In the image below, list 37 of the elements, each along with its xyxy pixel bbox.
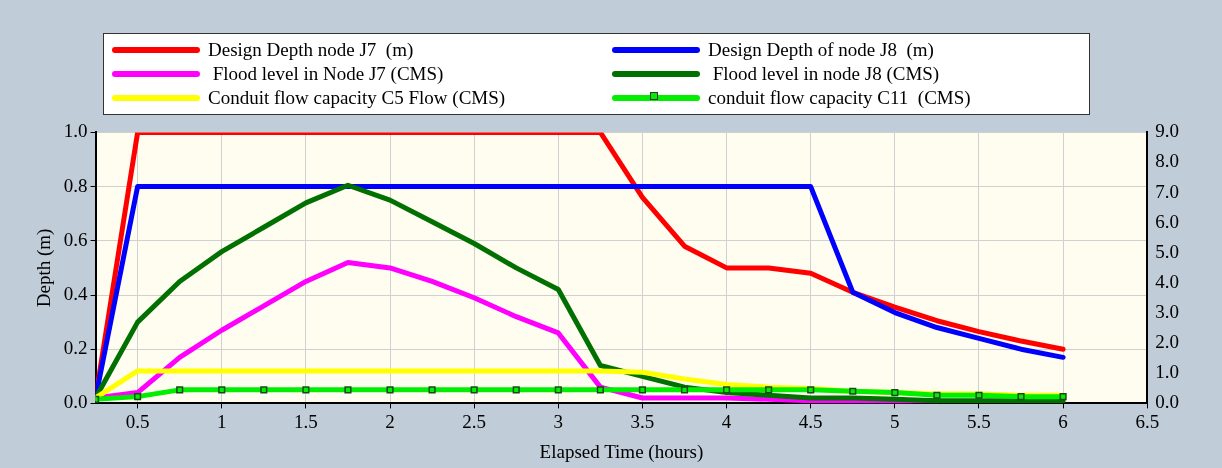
y2-tick-label: 8.0 bbox=[1155, 150, 1179, 172]
y2-tick-label: 3.0 bbox=[1155, 301, 1179, 323]
legend-label: Conduit flow capacity C5 Flow (CMS) bbox=[208, 87, 506, 109]
y2-tick-label: 9.0 bbox=[1155, 120, 1179, 142]
y-tick-label: 0.0 bbox=[63, 391, 88, 413]
x-tick-label: 1.5 bbox=[294, 410, 318, 432]
y2-tick-label: 7.0 bbox=[1155, 180, 1179, 202]
x-tick-label: 0.5 bbox=[125, 410, 150, 432]
y2-tick-label: 6.0 bbox=[1155, 210, 1179, 232]
legend-label: Flood level in Node J7 (CMS) bbox=[211, 63, 444, 85]
x-tick-label: 3.5 bbox=[630, 410, 655, 432]
legend-label: conduit flow capacity C11 (CMS) bbox=[708, 87, 971, 109]
y-tick-label: 1.0 bbox=[63, 120, 88, 142]
y-tick-label: 0.2 bbox=[63, 337, 88, 359]
y-tick-label: 0.4 bbox=[63, 282, 89, 304]
x-tick-label: 6 bbox=[1058, 410, 1068, 432]
legend-label: Design Depth node J7 (m) bbox=[208, 39, 414, 61]
y-axis-title: Depth (m) bbox=[33, 228, 56, 308]
x-tick-label: 4.5 bbox=[798, 410, 823, 432]
x-tick-label: 2 bbox=[385, 410, 395, 432]
x-tick-label: 4 bbox=[721, 410, 732, 432]
y2-tick-label: 0.0 bbox=[1155, 391, 1179, 413]
x-tick-label: 6.5 bbox=[1135, 410, 1160, 432]
x-tick-label: 2.5 bbox=[462, 410, 487, 432]
y2-tick-label: 1.0 bbox=[1155, 361, 1179, 383]
y2-tick-label: 4.0 bbox=[1155, 270, 1179, 292]
y-tick-label: 0.6 bbox=[63, 228, 88, 250]
x-tick-label: 5.5 bbox=[967, 410, 991, 432]
y-tick-label: 0.8 bbox=[63, 174, 88, 196]
legend-label: Design Depth of node J8 (m) bbox=[708, 39, 934, 61]
x-tick-label: 3 bbox=[553, 410, 564, 432]
x-tick-label: 5 bbox=[890, 410, 900, 432]
x-axis-title: Elapsed Time (hours) bbox=[539, 440, 704, 463]
y2-tick-label: 5.0 bbox=[1155, 240, 1179, 262]
y2-tick-label: 2.0 bbox=[1155, 331, 1179, 353]
x-tick-label: 1 bbox=[217, 410, 227, 432]
legend-label: Flood level in node J8 (CMS) bbox=[711, 63, 940, 85]
